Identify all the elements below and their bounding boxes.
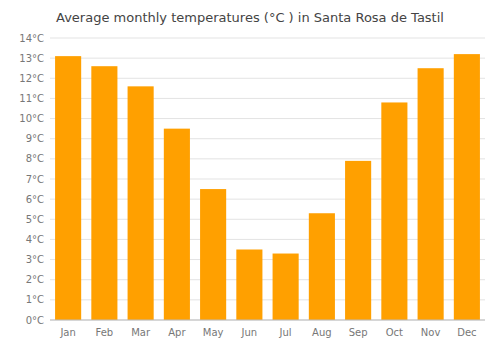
y-tick-label: 6°C	[26, 194, 44, 205]
bar	[345, 161, 371, 320]
y-tick-label: 3°C	[26, 254, 44, 265]
y-tick-label: 0°C	[26, 315, 44, 326]
x-tick-label: Feb	[96, 327, 114, 338]
y-tick-label: 8°C	[26, 153, 44, 164]
x-tick-label: Jun	[241, 327, 258, 338]
grid	[50, 38, 485, 320]
x-axis-line	[50, 320, 485, 321]
x-axis: Jan Feb Mar Apr May Jun Jul Aug Sep Oct Nov Dec	[50, 320, 485, 338]
y-tick-label: 13°C	[19, 53, 44, 64]
grid-line	[50, 320, 485, 321]
bar	[418, 68, 444, 320]
bar	[164, 129, 190, 320]
x-tick-label: Sep	[349, 327, 368, 338]
bar	[236, 250, 262, 321]
y-tick-label: 1°C	[26, 294, 44, 305]
chart-container: Average monthly temperatures (°C ) in Sa…	[0, 0, 500, 350]
x-tick-label: Dec	[457, 327, 476, 338]
bar	[273, 254, 299, 320]
x-tick-label: Jul	[279, 327, 292, 338]
y-tick-label: 10°C	[19, 113, 44, 124]
grid-line	[50, 58, 485, 59]
y-tick-label: 5°C	[26, 214, 44, 225]
bar	[128, 86, 154, 320]
x-tick-label: Jan	[59, 327, 75, 338]
bar	[454, 54, 480, 320]
x-tick-label: Oct	[386, 327, 403, 338]
y-tick-label: 14°C	[19, 33, 44, 44]
bar	[91, 66, 117, 320]
x-tick-label: Mar	[131, 327, 151, 338]
bar	[381, 102, 407, 320]
y-tick-label: 4°C	[26, 234, 44, 245]
bar	[309, 213, 335, 320]
x-tick-label: May	[203, 327, 224, 338]
y-axis: 0°C 1°C 2°C 3°C 4°C 5°C 6°C 7°C 8°C 9°C 10°C 11°C 12…	[19, 33, 44, 326]
y-tick-label: 11°C	[19, 93, 44, 104]
y-tick-label: 2°C	[26, 274, 44, 285]
title: Average monthly temperatures (°C ) in Sa…	[56, 10, 444, 25]
y-tick-label: 7°C	[26, 174, 44, 185]
x-tick-label: Apr	[168, 327, 186, 338]
bars	[55, 54, 480, 320]
bar	[55, 56, 81, 320]
y-tick-label: 9°C	[26, 133, 44, 144]
x-tick-label: Nov	[421, 327, 441, 338]
y-tick-label: 12°C	[19, 73, 44, 84]
x-tick-label: Aug	[312, 327, 332, 338]
grid-line	[50, 38, 485, 39]
bar	[200, 189, 226, 320]
chart: Average monthly temperatures (°C ) in Sa…	[0, 0, 500, 350]
